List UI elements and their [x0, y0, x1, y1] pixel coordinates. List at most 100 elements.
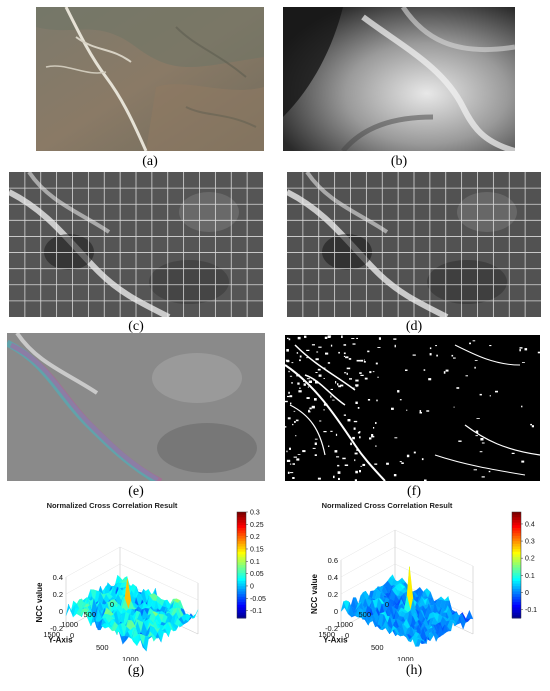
edge-speck — [304, 335, 307, 338]
y-tick-label: 0 — [110, 600, 114, 609]
edge-speck — [443, 371, 446, 374]
colorbar-segment — [512, 578, 521, 582]
colorbar-segment — [512, 602, 521, 606]
edge-speck — [306, 378, 310, 380]
edge-speck — [319, 420, 322, 422]
edge-speck — [287, 337, 289, 339]
colorbar-tick-label: 0.05 — [250, 571, 264, 578]
edge-speck — [346, 372, 348, 375]
edge-speck — [375, 362, 378, 365]
edge-speck — [355, 401, 358, 404]
edge-speck — [291, 362, 294, 364]
edge-speck — [371, 435, 375, 438]
edge-speck — [349, 378, 352, 380]
edge-speck — [287, 395, 290, 398]
z-grid-line — [340, 546, 474, 584]
edge-speck — [479, 393, 482, 396]
colorbar-tick-label: 0.2 — [525, 556, 535, 563]
ncc-surface-svg-g: Normalized Cross Correlation Result 0.4 0.… — [35, 501, 266, 672]
edge-speck — [421, 458, 424, 461]
ncc-surface — [65, 574, 199, 652]
edge-speck — [285, 359, 289, 362]
z-grid-line — [340, 529, 474, 567]
colorbar-segment — [237, 615, 246, 619]
edge-speck — [372, 371, 375, 373]
edge-speck — [342, 457, 346, 460]
edge-speck — [308, 409, 310, 413]
edge-speck — [473, 469, 477, 471]
chart-title: Normalized Cross Correlation Result — [47, 501, 178, 510]
z-axis-label: NCC value — [35, 582, 44, 623]
edge-speck — [317, 368, 321, 371]
edge-speck — [356, 337, 358, 339]
caption-g: (g) — [127, 663, 145, 678]
edge-speck — [378, 337, 381, 340]
colorbar-segment — [512, 604, 521, 608]
colorbar-segment — [237, 522, 246, 526]
colorbar-segment — [237, 610, 246, 614]
edge-speck — [299, 387, 301, 389]
y-tick-label: 1500 — [43, 630, 60, 639]
colorbar-segment — [237, 543, 246, 547]
z-tick-label: 0.4 — [328, 573, 338, 582]
edge-speck — [343, 352, 346, 355]
colorbar-segment — [237, 604, 246, 608]
colorbar-segment — [237, 527, 246, 532]
surface-patch — [415, 638, 422, 647]
edge-speck — [313, 378, 315, 381]
edge-speck — [306, 397, 310, 399]
edge-speck — [287, 417, 291, 420]
edge-speck — [356, 385, 358, 388]
edge-speck — [413, 451, 416, 454]
edge-speck — [474, 366, 476, 369]
edge-speck — [360, 374, 364, 376]
edge-speck — [428, 378, 432, 381]
z-tick-label: 0.4 — [53, 573, 63, 582]
ncc-surface-svg-h: Normalized Cross Correlation Result 0.6 0.… — [310, 501, 537, 676]
colorbar-segment — [237, 530, 246, 534]
edge-speck — [285, 426, 287, 428]
caption-a: (a) — [142, 154, 158, 169]
colorbar-segment — [237, 602, 246, 606]
colorbar-segment — [237, 562, 246, 566]
edge-speck — [405, 369, 408, 371]
y-axis-label: Y-Axis — [48, 636, 73, 645]
edge-speck — [292, 463, 295, 465]
edge-speck — [289, 395, 293, 398]
edge-speck — [286, 459, 291, 462]
caption-e: (e) — [128, 484, 144, 499]
edge-speck — [488, 470, 491, 473]
colorbar-segment — [512, 594, 521, 598]
colorbar-segment — [237, 565, 246, 569]
edge-speck — [323, 367, 326, 369]
colorbar-segment — [237, 514, 246, 518]
colorbar-segment — [512, 615, 521, 619]
z-tick-label: 0.2 — [328, 590, 338, 599]
edge-speck — [293, 456, 297, 458]
edge-speck — [288, 370, 290, 373]
edge-speck — [323, 378, 325, 379]
y-tick-label: 500 — [358, 610, 371, 619]
edge-speck — [341, 335, 343, 338]
edge-speck — [285, 400, 288, 403]
edge-speck — [360, 359, 364, 362]
caption-d: (d) — [405, 319, 423, 334]
edge-speck — [419, 410, 422, 413]
edge-speck — [344, 464, 349, 466]
colorbar-segment — [512, 519, 521, 524]
y-tick-label: 1000 — [336, 620, 353, 629]
colorbar-segment — [512, 522, 521, 526]
colorbar-segment — [237, 538, 246, 542]
z-tick-label: 0.6 — [328, 556, 338, 565]
edge-speck — [350, 442, 352, 446]
colorbar-segment — [512, 538, 521, 542]
y-tick-label: 1500 — [318, 630, 335, 639]
colorbar-segment — [237, 580, 246, 585]
colorbar-segment — [512, 543, 521, 547]
edge-speck — [436, 354, 438, 357]
edge-speck — [312, 447, 316, 449]
binary-edge-map — [285, 335, 540, 481]
edge-speck — [354, 452, 358, 455]
edge-speck — [531, 425, 534, 428]
z-tick-label: 0.2 — [53, 590, 63, 599]
